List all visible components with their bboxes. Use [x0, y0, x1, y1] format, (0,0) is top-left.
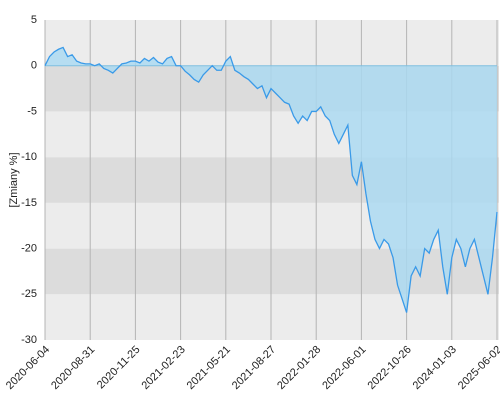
y-axis-label: [Zmiany %]: [8, 152, 20, 207]
grid-band: [45, 20, 499, 66]
x-tick-label: 2021-05-21: [185, 344, 233, 392]
y-tick-label: 5: [31, 14, 37, 26]
x-tick-label: 2020-06-04: [4, 344, 52, 392]
grid-band: [45, 294, 499, 340]
y-tick-label: -20: [21, 242, 37, 254]
line: [44, 46, 498, 313]
y-tick-label: -25: [21, 288, 37, 300]
x-tick-label: 2020-11-25: [95, 344, 143, 392]
y-tick-label: -30: [21, 334, 37, 346]
y-tick-label: -10: [21, 151, 37, 163]
x-tick-label: 2022-10-26: [365, 344, 413, 392]
y-tick-label: -15: [21, 197, 37, 209]
area: [45, 47, 497, 313]
x-tick-label: 2021-08-27: [230, 344, 278, 392]
y-tick-label: 0: [31, 60, 37, 72]
x-tick-label: 2022-01-28: [275, 344, 323, 392]
grid-band: [45, 248, 499, 295]
x-tick-label: 2024-01-03: [411, 344, 459, 392]
x-tick-label: 2025-06-02: [456, 344, 500, 392]
x-tick-label: 2021-02-23: [139, 344, 187, 392]
y-tick-label: -5: [27, 105, 37, 117]
x-tick-label: 2022-06-01: [320, 344, 368, 392]
x-tick-label: 2020-08-31: [49, 344, 97, 392]
